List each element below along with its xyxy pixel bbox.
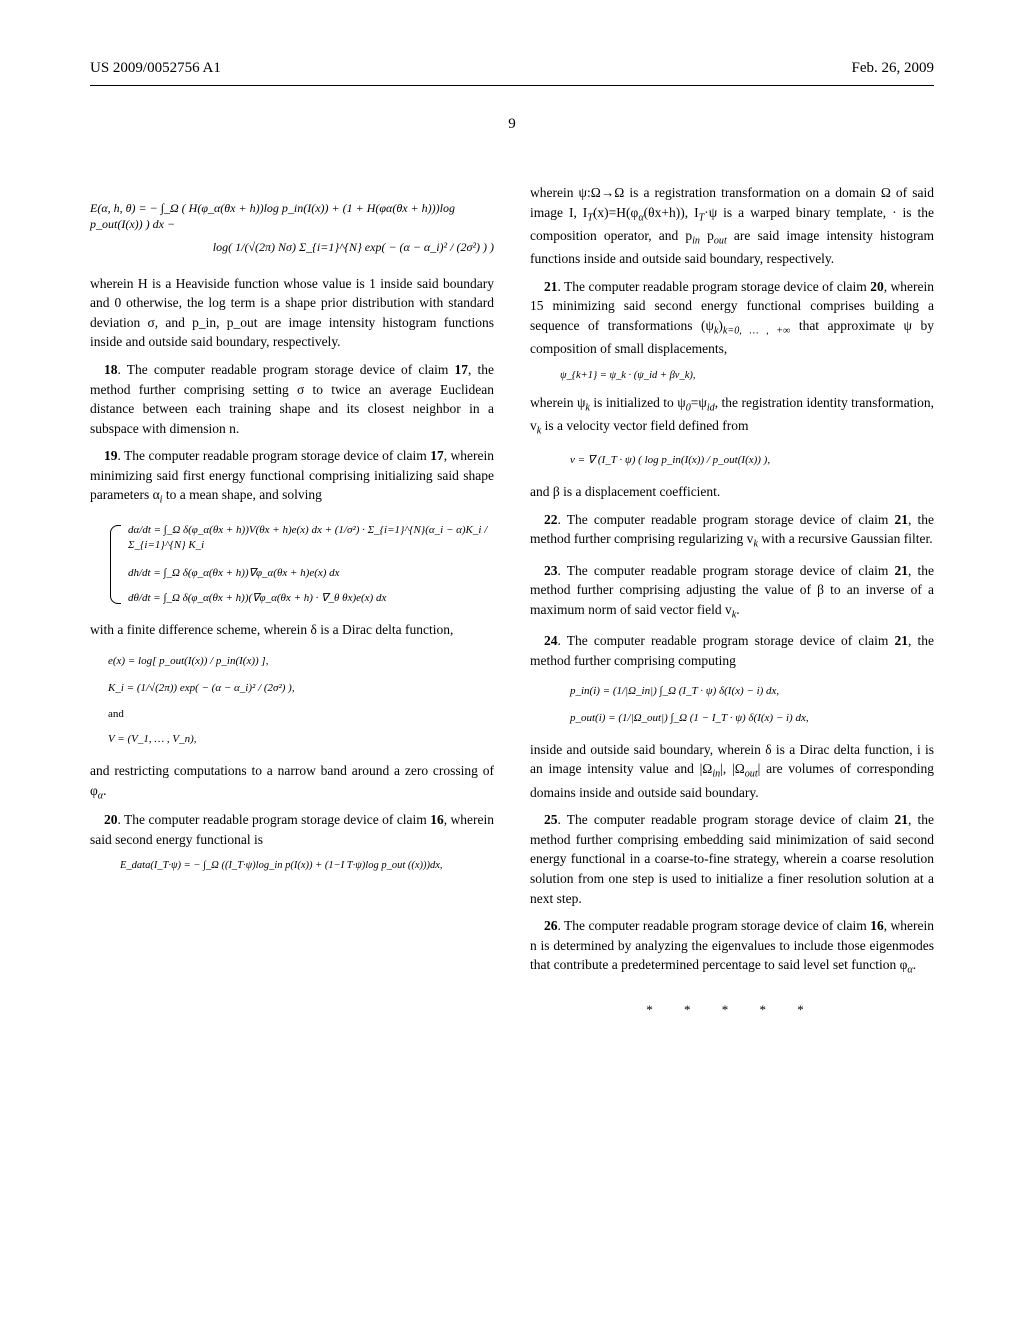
claim-23-text: . The computer readable program storage … xyxy=(530,563,934,617)
publication-date: Feb. 26, 2009 xyxy=(852,60,935,77)
claim-18-num: 18 xyxy=(104,362,118,377)
end-marks: * * * * * xyxy=(530,1001,934,1020)
para-inside-out: inside and outside said boundary, wherei… xyxy=(530,740,934,802)
claim-25-num: 25 xyxy=(544,812,558,827)
claim-21-num: 21 xyxy=(544,279,558,294)
para-restrict: and restricting computations to a narrow… xyxy=(90,761,494,804)
equation-system: dα/dt = ∫_Ω δ(φ_α(θx + h))V(θx + h)e(x) … xyxy=(108,523,494,606)
equation-defs: e(x) = log[ p_out(I(x)) / p_in(I(x)) ], … xyxy=(108,654,494,747)
content-columns: E(α, h, θ) = − ∫_Ω ( H(φ_α(θx + h))log p… xyxy=(90,183,934,1020)
page-number: 9 xyxy=(90,116,934,133)
para-wherein-psi: wherein ψ:Ω→Ω is a registration transfor… xyxy=(530,183,934,269)
equation-E-bottom: log( 1/(√(2π) Nσ) Σ_{i=1}^{N} exp( − (α … xyxy=(90,240,494,256)
para-psi-init: wherein ψk is initialized to ψ0=ψid, the… xyxy=(530,393,934,440)
eq-v: v = ∇ (I_T · ψ) ( log p_in(I(x)) / p_out… xyxy=(570,453,934,468)
claim-20: 20. The computer readable program storag… xyxy=(90,810,494,849)
left-column: E(α, h, θ) = − ∫_Ω ( H(φ_α(θx + h))log p… xyxy=(90,183,494,1020)
claim-19: 19. The computer readable program storag… xyxy=(90,446,494,508)
claim-22-num: 22 xyxy=(544,512,558,527)
claim-24: 24. The computer readable program storag… xyxy=(530,631,934,670)
right-column: wherein ψ:Ω→Ω is a registration transfor… xyxy=(530,183,934,1020)
claim-18-text: . The computer readable program storage … xyxy=(90,362,494,436)
claim-25: 25. The computer readable program storag… xyxy=(530,810,934,908)
eq-V: V = (V_1, … , V_n), xyxy=(108,732,494,747)
equation-pin-pout: p_in(i) = (1/|Ω_in|) ∫_Ω (I_T · ψ) δ(I(x… xyxy=(570,684,934,726)
claim-21: 21. The computer readable program storag… xyxy=(530,277,934,359)
para-beta: and β is a displacement coefficient. xyxy=(530,482,934,502)
claim-20-num: 20 xyxy=(104,812,118,827)
claim-24-num: 24 xyxy=(544,633,558,648)
eq-pin: p_in(i) = (1/|Ω_in|) ∫_Ω (I_T · ψ) δ(I(x… xyxy=(570,684,934,699)
para-heaviside: wherein H is a Heaviside function whose … xyxy=(90,274,494,352)
claim-26-num: 26 xyxy=(544,918,558,933)
eq-ex: e(x) = log[ p_out(I(x)) / p_in(I(x)) ], xyxy=(108,654,494,669)
page-header: US 2009/0052756 A1 Feb. 26, 2009 xyxy=(90,60,934,77)
claim-19-text: . The computer readable program storage … xyxy=(90,448,494,502)
claim-26-text: . The computer readable program storage … xyxy=(530,918,934,972)
claim-23-num: 23 xyxy=(544,563,558,578)
claim-18: 18. The computer readable program storag… xyxy=(90,360,494,438)
header-rule xyxy=(90,85,934,86)
equation-E: E(α, h, θ) = − ∫_Ω ( H(φ_α(θx + h))log p… xyxy=(90,201,494,256)
claim-24-text: . The computer readable program storage … xyxy=(530,633,934,668)
eq-dh: dh/dt = ∫_Ω δ(φ_α(θx + h))∇φ_α(θx + h)e(… xyxy=(128,566,494,581)
claim-19-num: 19 xyxy=(104,448,118,463)
claim-26: 26. The computer readable program storag… xyxy=(530,916,934,978)
claim-20-text: . The computer readable program storage … xyxy=(90,812,494,847)
eq-and: and xyxy=(108,707,494,722)
eq-dtheta: dθ/dt = ∫_Ω δ(φ_α(θx + h))(∇φ_α(θx + h) … xyxy=(128,591,494,606)
equation-E-top: E(α, h, θ) = − ∫_Ω ( H(φ_α(θx + h))log p… xyxy=(90,201,494,232)
claim-22-text: . The computer readable program storage … xyxy=(530,512,934,547)
publication-number: US 2009/0052756 A1 xyxy=(90,60,221,77)
eq-pout: p_out(i) = (1/|Ω_out|) ∫_Ω (1 − I_T · ψ)… xyxy=(570,711,934,726)
claim-21-text: . The computer readable program storage … xyxy=(530,279,934,356)
eq-Edata: E_data(I_T·ψ) = − ∫_Ω ((I_T·ψ)log_in p(I… xyxy=(120,859,494,873)
para-finite-diff: with a finite difference scheme, wherein… xyxy=(90,620,494,640)
eq-dalpha: dα/dt = ∫_Ω δ(φ_α(θx + h))V(θx + h)e(x) … xyxy=(128,523,494,553)
eq-Ki: K_i = (1/√(2π)) exp( − (α − α_i)² / (2σ²… xyxy=(108,681,494,696)
eq-psi-k1: ψ_{k+1} = ψ_k · (ψ_id + βv_k), xyxy=(560,369,934,383)
claim-25-text: . The computer readable program storage … xyxy=(530,812,934,905)
claim-22: 22. The computer readable program storag… xyxy=(530,510,934,553)
claim-23: 23. The computer readable program storag… xyxy=(530,561,934,623)
